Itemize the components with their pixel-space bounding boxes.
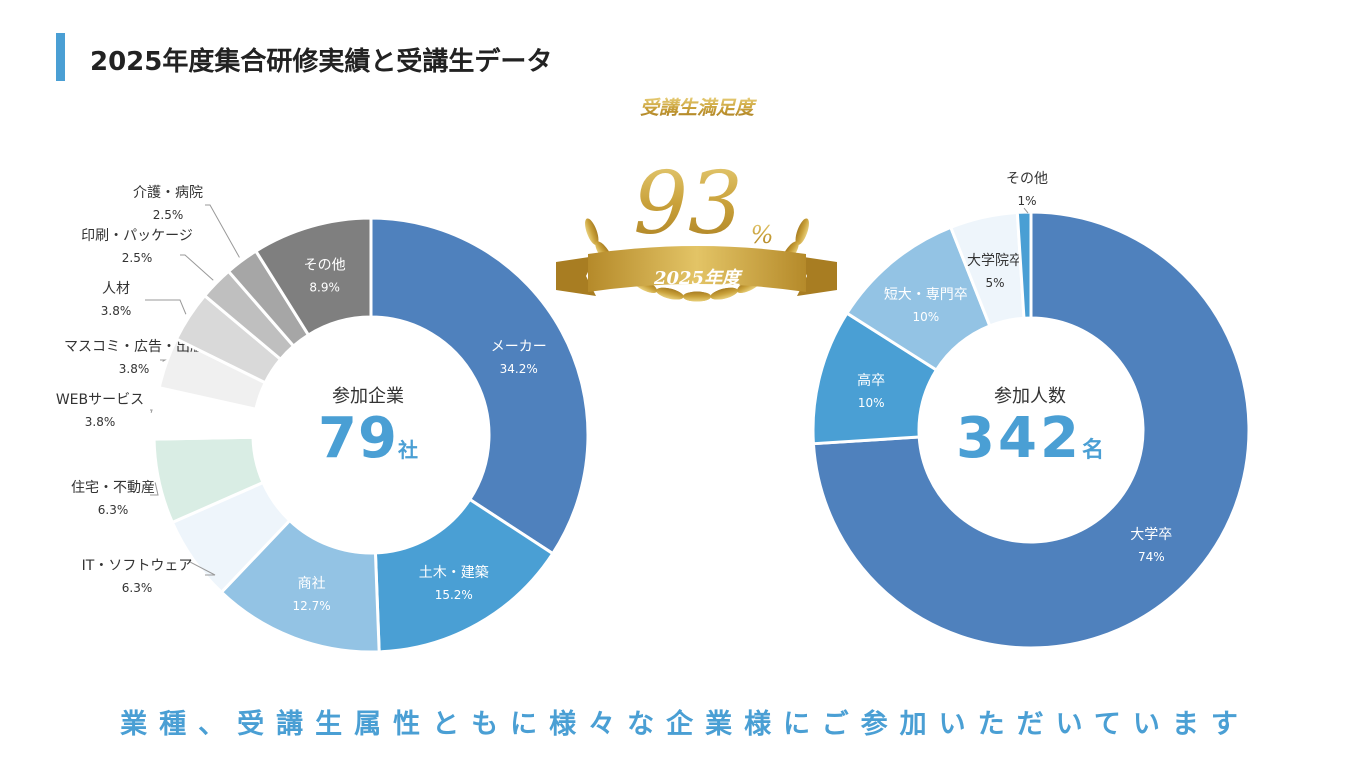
- leader-line: [1023, 207, 1029, 214]
- slice-0-label: 大学卒: [1130, 527, 1172, 543]
- right-center-unit: 名: [1081, 438, 1104, 463]
- slice-8-label: 印刷・パッケージ: [81, 228, 193, 244]
- slice-3-label: 大学院卒: [967, 253, 1023, 269]
- slice-4-percent: 1%: [1017, 194, 1036, 208]
- slice-4-label: その他: [1006, 171, 1048, 187]
- donut-chart-companies: メーカー 34.2% 土木・建築 15.2% 商社 12.7% IT・ソフトウェア 6.3% 住…: [56, 185, 590, 654]
- slice-3-label: IT・ソフトウェア: [82, 558, 193, 574]
- slice-1-percent: 15.2%: [435, 588, 473, 602]
- slice-1-label: 高卒: [857, 372, 885, 389]
- slice-4-label: 住宅・不動産: [71, 480, 155, 496]
- ribbon-banner: [556, 256, 837, 296]
- laurel-leaf: [683, 291, 711, 302]
- slice-0-label: メーカー: [491, 339, 547, 355]
- page-title: 2025年度集合研修実績と受講生データ: [90, 47, 553, 77]
- slice-0-percent: 74%: [1138, 550, 1165, 564]
- leader-line: [160, 359, 167, 362]
- leader-line: [180, 254, 214, 281]
- left-center-unit: 社: [397, 438, 418, 462]
- laurel-leaf: [656, 287, 684, 300]
- leader-line: [150, 482, 159, 496]
- title-accent-bar: [56, 33, 65, 81]
- slice-1-percent: 10%: [858, 396, 885, 410]
- laurel-leaf: [795, 218, 809, 245]
- slice-6-label: マスコミ・広告・出版: [64, 339, 204, 355]
- slogan: 業種、受講生属性ともに様々な企業様にご参加いただいています: [120, 709, 1250, 740]
- right-center-title: 参加人数: [994, 386, 1066, 407]
- left-center-value-wrap: 79社: [298, 406, 438, 471]
- badge-label: 受講生満足度: [640, 97, 757, 119]
- slice-4-percent: 6.3%: [98, 503, 129, 517]
- slice-3-percent: 6.3%: [122, 581, 153, 595]
- badge-year: 2025年度: [653, 268, 743, 289]
- donut-chart-participants: 大学卒 74% 高卒 10% 短大・専門卒 10% 大学院卒 5% その他 1%: [811, 171, 1251, 650]
- laurel-leaf: [710, 287, 738, 300]
- slice-6-percent: 3.8%: [119, 362, 150, 376]
- left-center-title: 参加企業: [332, 386, 404, 407]
- slice-7-label: 人材: [102, 281, 130, 297]
- donut-slice: [369, 216, 590, 556]
- slice-2-label: 短大・専門卒: [884, 287, 968, 303]
- right-center-value: 342: [956, 406, 1082, 471]
- leader-line: [150, 409, 153, 413]
- slice-1-label: 土木・建築: [419, 565, 489, 581]
- slice-2-percent: 12.7%: [293, 599, 331, 613]
- slice-9-label: 介護・病院: [133, 185, 203, 201]
- ribbon-main: [588, 246, 806, 292]
- slice-5-percent: 3.8%: [85, 415, 116, 429]
- slice-9-percent: 2.5%: [153, 208, 184, 222]
- leader-line: [189, 561, 216, 576]
- slice-2-label: 商社: [298, 576, 326, 592]
- right-center-label: 参加人数 342名: [940, 382, 1120, 471]
- donut-slice: [253, 216, 373, 338]
- donut-slice: [1015, 210, 1033, 320]
- slice-0-percent: 34.2%: [500, 362, 538, 376]
- right-center-value-wrap: 342名: [940, 406, 1120, 471]
- slice-10-percent: 8.9%: [309, 281, 340, 295]
- slice-7-percent: 3.8%: [101, 304, 132, 318]
- satisfaction-badge: 受講生満足度 93 % 2025年度: [556, 97, 837, 302]
- slice-2-percent: 10%: [912, 310, 939, 324]
- donut-slice: [811, 210, 1251, 650]
- badge-value: 93: [633, 154, 742, 254]
- slice-5-label: WEBサービス: [56, 392, 144, 408]
- badge-unit: %: [751, 221, 774, 249]
- slice-3-percent: 5%: [985, 276, 1004, 290]
- slice-8-percent: 2.5%: [122, 251, 153, 265]
- left-center-value: 79: [318, 406, 398, 471]
- laurel-leaf: [585, 218, 599, 245]
- left-center-label: 参加企業 79社: [298, 382, 438, 471]
- leader-line: [145, 299, 187, 315]
- slice-10-label: その他: [304, 258, 346, 274]
- leader-line: [205, 204, 240, 258]
